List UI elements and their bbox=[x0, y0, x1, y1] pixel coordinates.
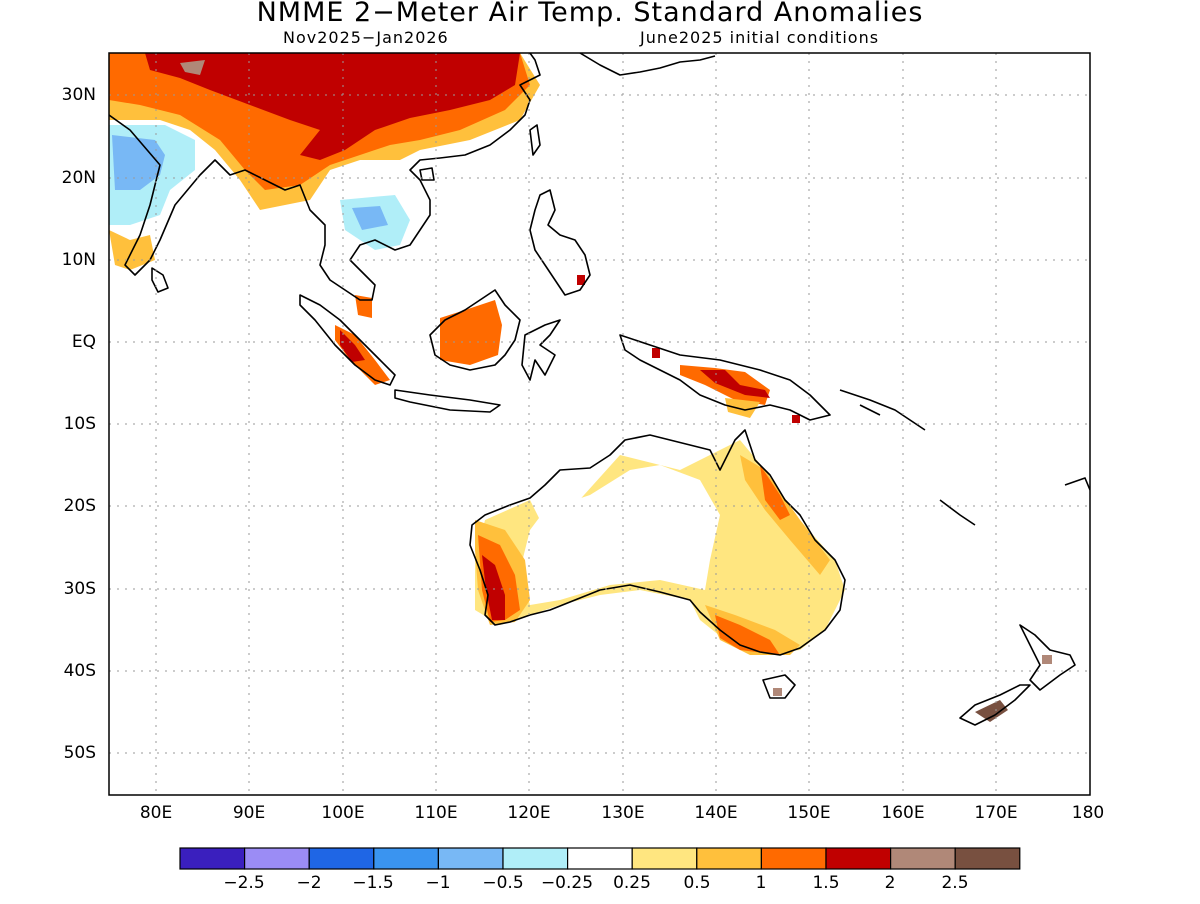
colorbar-label: −0.5 bbox=[482, 873, 524, 893]
indochina-cold-anomaly bbox=[352, 206, 388, 230]
lat-label-10n: 10N bbox=[61, 250, 96, 270]
colorbar-swatch bbox=[760, 847, 827, 870]
victoria-strong-anomaly bbox=[715, 615, 780, 655]
colorbar-label: 0.25 bbox=[613, 873, 651, 893]
asia-very-strong-anomaly bbox=[145, 53, 520, 160]
colorbar-label: 2.5 bbox=[941, 873, 969, 893]
sumatra-coastline bbox=[299, 294, 396, 386]
colorbar-swatch bbox=[502, 847, 569, 870]
colorbar-swatch bbox=[179, 847, 246, 870]
lat-label-30s: 30S bbox=[63, 579, 96, 599]
plot-frame bbox=[108, 52, 1091, 796]
graticule bbox=[109, 53, 1090, 795]
asia-coastline bbox=[109, 53, 541, 301]
hainan-coastline bbox=[419, 167, 435, 181]
lon-label-110e: 110E bbox=[414, 803, 458, 823]
borneo-coastline bbox=[429, 289, 521, 371]
colorbar-label: −1.5 bbox=[352, 873, 394, 893]
lat-label-30n: 30N bbox=[61, 85, 96, 105]
anomaly-shading bbox=[109, 53, 1052, 722]
lon-label-80e: 80E bbox=[139, 803, 173, 823]
halmahera-anomaly bbox=[652, 348, 660, 358]
lon-label-150e: 150E bbox=[787, 803, 831, 823]
new-guinea-very-strong-anomaly bbox=[700, 370, 770, 398]
initial-conditions: June2025 initial conditions bbox=[640, 28, 880, 47]
java-coastline bbox=[394, 389, 501, 413]
tasmania-extreme-anomaly bbox=[773, 688, 782, 696]
new-guinea-warm-anomaly bbox=[725, 398, 760, 418]
sri-lanka-coastline bbox=[151, 267, 169, 293]
colorbar-label: −1 bbox=[425, 873, 451, 893]
himalaya-extreme-anomaly bbox=[180, 60, 205, 75]
lat-label-20n: 20N bbox=[61, 168, 96, 188]
colorbar-label: 1.5 bbox=[812, 873, 840, 893]
solomon-islands-coastline bbox=[839, 389, 926, 431]
colorbar-swatch bbox=[889, 847, 956, 870]
vanuatu-coastline bbox=[939, 499, 976, 526]
sumatra-very-strong-anomaly bbox=[340, 330, 365, 362]
tasmania-coastline bbox=[762, 674, 796, 699]
lon-label-100e: 100E bbox=[321, 803, 365, 823]
solomon-anomaly bbox=[792, 415, 800, 423]
map-title: NMME 2−Meter Air Temp. Standard Anomalie… bbox=[256, 0, 924, 28]
lat-label-10s: 10S bbox=[63, 414, 96, 434]
colorbar-label: 0.5 bbox=[683, 873, 711, 893]
lat-label-50s: 50S bbox=[63, 743, 96, 763]
colorbar-label: −0.25 bbox=[540, 873, 594, 893]
philippines-anomaly bbox=[577, 275, 585, 285]
lon-label-90e: 90E bbox=[232, 803, 266, 823]
lat-label-40s: 40S bbox=[63, 661, 96, 681]
philippines-coastline bbox=[529, 189, 591, 296]
western-australia-very-strong-anomaly bbox=[482, 555, 505, 620]
colorbar-label: 2 bbox=[884, 873, 896, 893]
nz-south-island-coastline bbox=[959, 684, 1031, 726]
forecast-period: Nov2025−Jan2026 bbox=[283, 28, 449, 47]
lon-label-140e: 140E bbox=[694, 803, 738, 823]
colorbar-swatch bbox=[373, 847, 439, 870]
colorbar-swatch bbox=[825, 847, 892, 870]
lon-label-120e: 120E bbox=[507, 803, 551, 823]
colorbar-swatch bbox=[696, 847, 762, 870]
lon-label-170e: 170E bbox=[974, 803, 1018, 823]
coastlines bbox=[109, 53, 1090, 726]
colorbar bbox=[179, 847, 1021, 870]
colorbar-label: 1 bbox=[755, 873, 767, 893]
fiji-coastline bbox=[1064, 477, 1090, 491]
taiwan-coastline bbox=[529, 124, 541, 156]
colorbar-swatch bbox=[244, 847, 310, 870]
lat-label-eq: EQ bbox=[71, 332, 96, 352]
south-island-extreme-anomaly bbox=[975, 700, 1008, 722]
north-island-extreme-anomaly bbox=[1042, 655, 1052, 664]
australia-interior-neutral bbox=[520, 465, 720, 605]
colorbar-swatch bbox=[954, 847, 1021, 870]
india-cold-anomaly bbox=[112, 135, 165, 190]
colorbar-swatch bbox=[308, 847, 375, 870]
colorbar-label: −2 bbox=[296, 873, 322, 893]
lat-label-20s: 20S bbox=[63, 496, 96, 516]
lon-label-180: 180 bbox=[1071, 803, 1105, 823]
colorbar-swatch bbox=[437, 847, 504, 870]
japan-coastline bbox=[579, 53, 716, 76]
colorbar-swatch bbox=[566, 847, 633, 870]
lon-label-130e: 130E bbox=[601, 803, 645, 823]
colorbar-label: −2.5 bbox=[223, 873, 265, 893]
nz-north-island-coastline bbox=[1019, 624, 1076, 691]
australia-coastline bbox=[469, 429, 846, 656]
lon-label-160e: 160E bbox=[881, 803, 925, 823]
new-guinea-coastline bbox=[619, 334, 831, 421]
colorbar-swatch bbox=[631, 847, 698, 870]
sulawesi-coastline bbox=[521, 319, 561, 381]
borneo-strong-anomaly bbox=[440, 300, 502, 365]
